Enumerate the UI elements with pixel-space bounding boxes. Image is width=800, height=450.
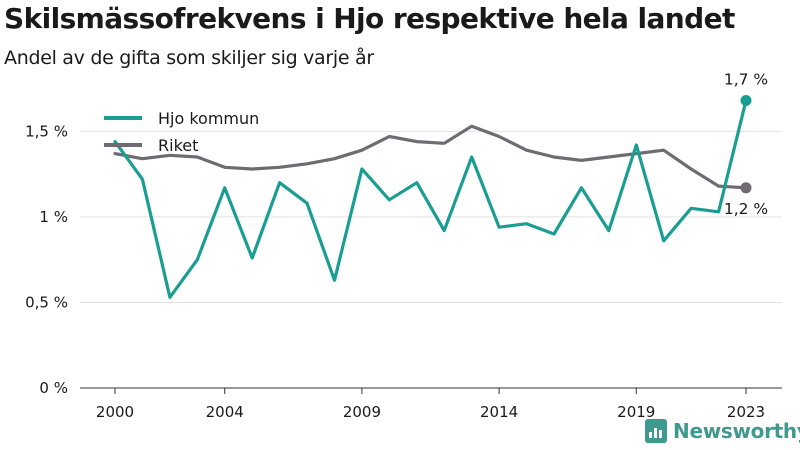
- legend-label-riket: Riket: [158, 136, 198, 155]
- end-label-hjo-kommun: 1,7 %: [724, 71, 768, 89]
- y-tick-label: 1 %: [39, 208, 68, 226]
- x-tick-label: 2014: [480, 403, 518, 421]
- y-tick-label: 0,5 %: [25, 293, 68, 311]
- x-tick-label: 2019: [617, 403, 655, 421]
- newsworthy-logo-icon: [645, 419, 667, 443]
- y-tick-label: 1,5 %: [25, 122, 68, 140]
- chart-subtitle: Andel av de gifta som skiljer sig varje …: [4, 47, 374, 69]
- series-line-hjo-kommun: [113, 98, 748, 299]
- brand-name: Newsworthy: [673, 419, 800, 443]
- newsworthy-brand: Newsworthy: [645, 419, 800, 443]
- series-line-riket: [113, 124, 748, 190]
- series-endpoint-hjo-kommun: [740, 95, 752, 107]
- y-tick-label: 0 %: [39, 379, 68, 397]
- x-tick-label: 2023: [727, 403, 765, 421]
- x-tick-label: 2000: [96, 403, 134, 421]
- legend-label-hjo-kommun: Hjo kommun: [158, 109, 259, 128]
- x-tick-label: 2004: [206, 403, 244, 421]
- x-tick-label: 2009: [343, 403, 381, 421]
- chart-title: Skilsmässofrekvens i Hjo respektive hela…: [4, 2, 735, 35]
- series-endpoint-riket: [740, 182, 752, 194]
- end-label-riket: 1,2 %: [724, 200, 768, 218]
